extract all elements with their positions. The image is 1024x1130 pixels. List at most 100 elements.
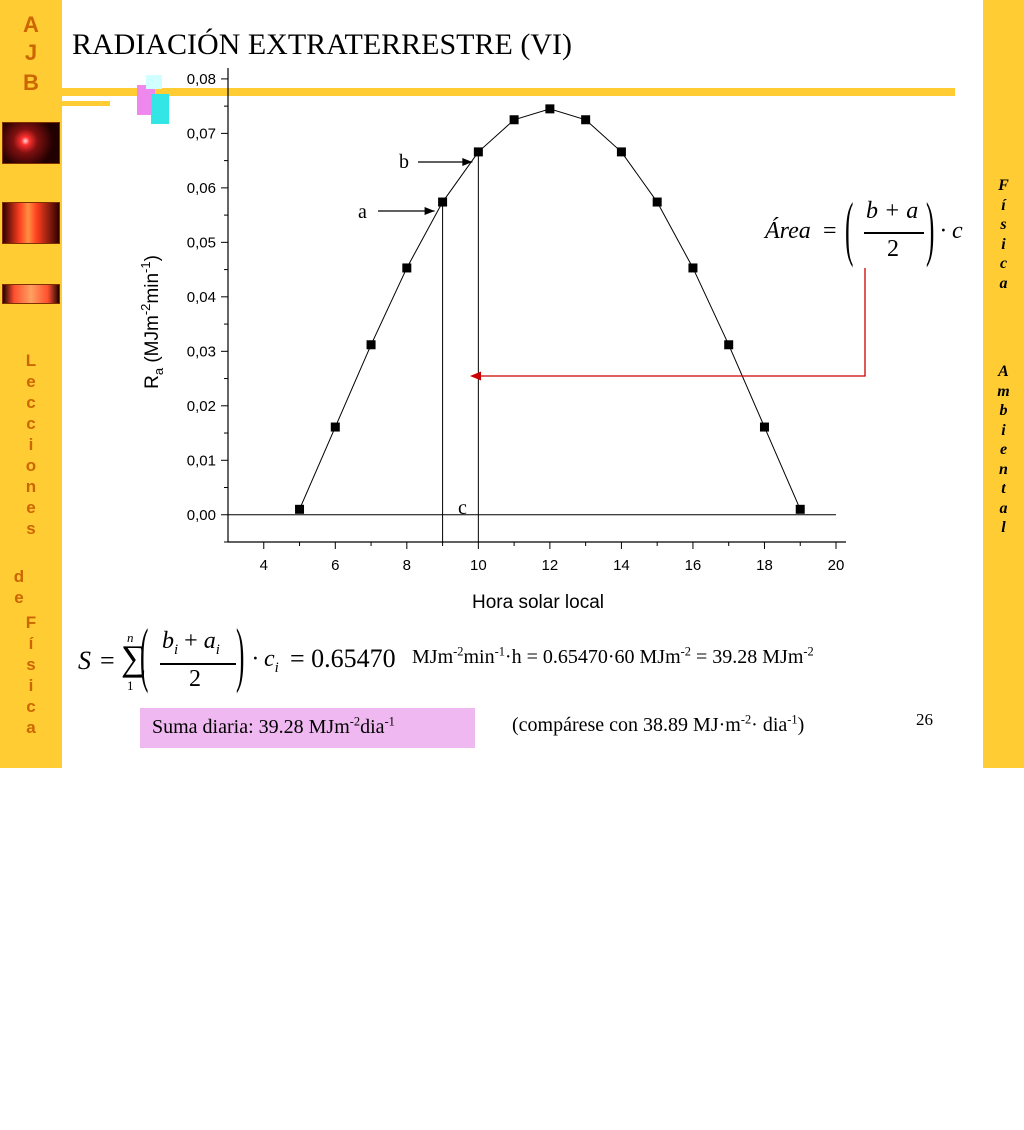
letter: a [26,718,36,737]
area-formula-equals: = [823,218,837,244]
text-span: Suma diaria: 39.28 MJm [152,716,350,738]
sum-sigma-symbol: ∑ [121,638,147,678]
data-point-marker [795,504,805,514]
sum-formula-equals: = [100,646,115,675]
letter: s [26,519,36,538]
y-tick-label: 0,03 [187,343,216,360]
data-point-marker [545,104,555,114]
letter: i [1001,421,1006,439]
units-conversion-line: MJm-2min-1·h = 0.65470·60 MJm-2 = 39.28 … [412,644,814,669]
y-tick-label: 0,06 [187,180,216,197]
text-span: · dia [751,714,788,736]
letter: e [26,498,36,517]
letter: c [26,697,36,716]
ylabel-sup: -2 [138,304,153,316]
decorative-light-block [146,75,162,89]
chart-annotations [378,151,866,542]
x-tick-label: 20 [828,557,845,574]
text-span: min [463,646,495,668]
mult-sub-i: i [274,659,279,676]
letter: i [28,435,34,454]
letter: í [1001,196,1006,214]
area-formula-numerator: b + a [866,198,919,224]
data-point-marker [330,422,340,432]
data-point-marker [759,422,769,432]
letter: F [998,177,1009,194]
superscript: -1 [787,712,798,727]
data-point-marker [295,504,305,514]
chart-axes [227,68,846,543]
data-series [295,104,805,514]
ylabel-sup: -1 [138,261,153,273]
sum-mult: · ci [252,646,279,676]
y-tick-label: 0,05 [187,234,216,251]
x-tick-label: 10 [470,557,487,574]
thumbnail-image-1 [2,122,60,164]
letter: e [999,441,1008,458]
area-formula-paren-right: ) [926,188,935,268]
sum-lower-limit: 1 [127,678,134,693]
arrow-to-b [418,158,473,166]
num-a: a [203,628,216,654]
letter: e [26,372,36,391]
x-tick-label: 16 [685,557,702,574]
letter: a [999,274,1008,292]
x-tick-label: 4 [260,557,268,574]
letter: i [1001,235,1006,253]
page-number: 26 [916,710,933,729]
letter: c [26,414,36,433]
decorative-stripe-small [62,101,110,106]
letter: A [998,363,1009,380]
superscript: -1 [384,714,395,729]
num-sub-i: i [174,641,179,658]
letter: c [999,255,1008,272]
x-tick-label: 14 [613,557,630,574]
sum-denominator: 2 [189,666,201,692]
sidebar-word-fisica: F í s i c a [0,612,62,738]
data-point-marker [473,147,483,157]
x-tick-label: 18 [756,557,773,574]
x-axis-label: Hora solar local [472,592,604,613]
letter: n [25,477,37,496]
sidebar-word-fisica-right: F í s i c a [983,176,1024,944]
area-arrow-head [470,371,481,381]
sum-paren-left: ( [140,614,149,694]
area-formula-lhs: Área [765,218,811,244]
thumbnail-image-2 [2,202,60,244]
sidebar-word-ambiental: A m b i e n t a l [983,362,1024,1130]
letter: d [13,567,25,586]
annotation-label-c: c [458,497,467,519]
data-point-marker [509,115,519,125]
num-plus: + [178,628,204,654]
sum-numerator: bi + ai [162,628,220,658]
y-tick-label: 0,07 [187,125,216,142]
logo-letter-a: A [23,12,39,37]
data-point-marker [438,197,448,207]
letter: o [25,456,37,475]
letter: m [997,382,1010,400]
data-point-marker [366,340,376,350]
x-tick-label: 8 [403,557,411,574]
x-axis-ticks: 4 6 8 10 12 14 16 18 20 [260,542,845,574]
letter: a [999,499,1008,517]
annotation-label-a: a [358,201,367,223]
letter: í [28,634,34,653]
letter: i [28,676,34,695]
superscript: -2 [803,644,814,659]
y-tick-label: 0,02 [187,398,216,415]
area-arrow-path [480,268,866,377]
letter: L [25,351,37,370]
comparison-text: (compárese con 38.89 MJ·m-2· dia-1) [512,712,804,737]
letter: s [26,655,36,674]
y-tick-label: 0,00 [187,507,216,524]
superscript: -2 [740,712,752,727]
arrow-to-a [378,207,435,215]
letter: F [25,613,37,632]
letter: t [1001,480,1006,497]
letter: l [1001,519,1006,536]
sum-formula-lhs: S [78,646,91,675]
arrow-head [462,158,473,166]
ylabel-unit: (MJm [142,315,163,368]
arrow-head [424,207,435,215]
superscript: -2 [680,644,691,659]
